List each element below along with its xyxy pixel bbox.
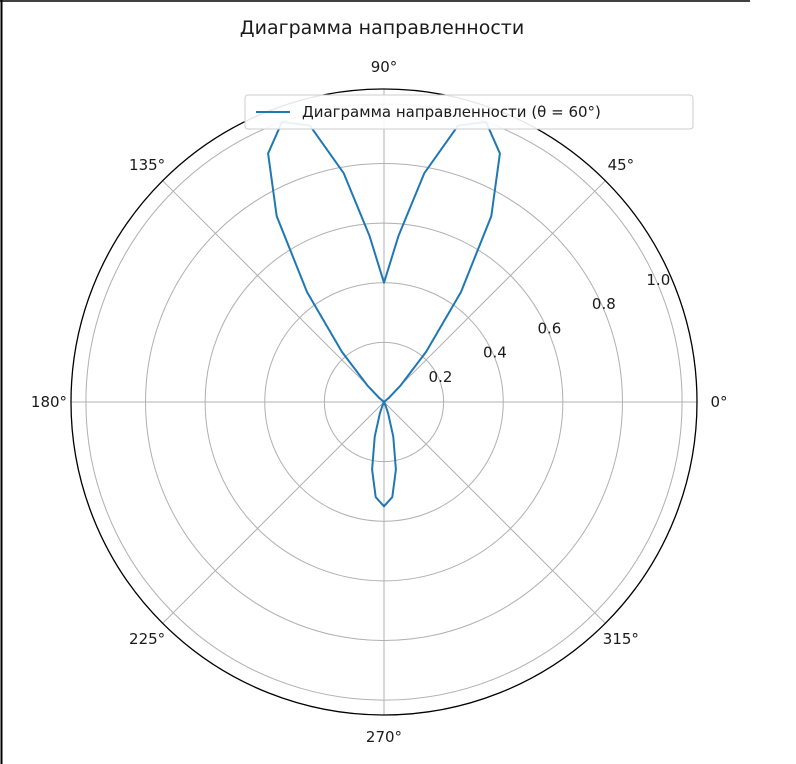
radial-tick-label: 1.0 [646, 271, 670, 289]
radial-tick-label: 0.8 [592, 295, 616, 313]
angular-gridline [162, 180, 385, 403]
legend-box [244, 94, 694, 130]
radial-tick-label: 0.4 [483, 344, 507, 362]
angle-tick-label: 180° [31, 393, 67, 411]
angular-gridline [162, 401, 385, 624]
chart-title: Диаграмма направленности [240, 17, 524, 39]
legend-label: Диаграмма направленности (θ = 60°) [302, 103, 601, 121]
angle-tick-label: 135° [129, 156, 165, 174]
angle-tick-label: 0° [710, 393, 727, 411]
angle-tick-label: 45° [608, 156, 635, 174]
angle-tick-label: 315° [603, 630, 639, 648]
angle-tick-label: 270° [366, 728, 402, 746]
angle-tick-label: 90° [371, 58, 398, 76]
polar-axis-outline [70, 88, 698, 716]
angular-gridlines [71, 89, 697, 715]
legend: Диаграмма направленности (θ = 60°) [244, 94, 694, 130]
angle-tick-label: 225° [129, 630, 165, 648]
angle-tick-labels: 0° 45° 90° 135° 180° 225° 270° 315° [31, 58, 728, 746]
angular-gridline [383, 180, 606, 403]
series-line-pattern [267, 120, 501, 508]
radial-tick-label: 0.2 [429, 368, 453, 386]
angular-gridline [383, 401, 606, 624]
radial-tick-label: 0.6 [537, 319, 561, 337]
radial-tick-labels: 0.2 0.4 0.6 0.8 1.0 [429, 271, 671, 386]
